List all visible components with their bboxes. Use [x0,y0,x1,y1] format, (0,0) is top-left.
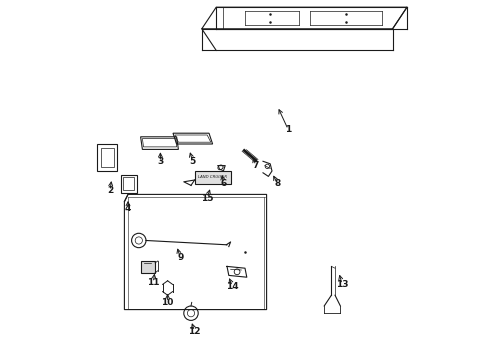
Text: 14: 14 [226,282,239,291]
Polygon shape [141,261,155,273]
Text: 1: 1 [285,125,292,134]
Text: 15: 15 [201,194,214,202]
Text: 4: 4 [125,204,131,213]
Text: 11: 11 [147,278,159,287]
Polygon shape [195,171,231,184]
Text: 5: 5 [190,157,196,166]
Text: LAND CRUISER: LAND CRUISER [198,175,227,180]
Text: 7: 7 [253,161,259,170]
Text: 3: 3 [157,157,164,166]
Text: 9: 9 [177,253,183,262]
Text: 10: 10 [161,298,174,307]
Text: 2: 2 [107,186,113,195]
Text: 6: 6 [220,179,226,188]
Text: 12: 12 [188,327,201,336]
Text: 8: 8 [274,179,280,188]
Text: 13: 13 [336,280,348,289]
